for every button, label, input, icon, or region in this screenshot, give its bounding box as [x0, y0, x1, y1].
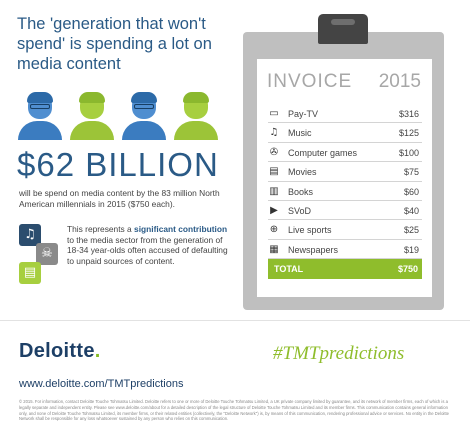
invoice-items: ▭ Pay-TV $316 ♫ Music $125 ✇ Computer games $1… [268, 104, 422, 260]
invoice-item-label: SVoD [288, 205, 312, 216]
millennials-illustration [18, 92, 218, 140]
invoice-item-value: $60 [403, 186, 419, 197]
invoice-year: 2015 [378, 71, 421, 92]
book-icon: ▥ [269, 185, 279, 197]
invoice-row: ♫ Music $125 [268, 123, 422, 143]
headline: The 'generation that won't spend' is spe… [17, 15, 212, 73]
invoice-row: ⊕ Live sports $25 [268, 220, 422, 240]
invoice-item-value: $316 [398, 109, 419, 119]
ball-icon: ⊕ [269, 224, 279, 236]
music-note-icon: ♫ [269, 127, 279, 139]
invoice-item-label: Pay-TV [288, 109, 319, 119]
invoice-item-value: $25 [403, 225, 419, 236]
tv-icon: ▭ [269, 108, 279, 119]
legal-disclaimer: © 2015. For information, contact Deloitt… [19, 399, 449, 422]
tmt-predictions-hashtag: #TMTpredictions [273, 343, 405, 364]
invoice-item-label: Computer games [288, 147, 358, 158]
invoice-row: ▶ SVoD $40 [268, 201, 422, 221]
invoice-total: TOTAL $750 [268, 259, 422, 279]
skull-icon: ☠ [36, 243, 58, 265]
big-figure: $62 BILLION [17, 146, 219, 183]
invoice-title: INVOICE [267, 71, 353, 92]
invoice-item-value: $19 [403, 244, 419, 255]
contribution-text: This represents a significant contributi… [67, 224, 228, 266]
person-icon [122, 92, 166, 140]
person-icon [70, 92, 114, 140]
film-icon: ▤ [19, 262, 41, 284]
divider [0, 320, 470, 321]
invoice-row: ▦ Newspapers $19 [268, 240, 422, 260]
newspaper-icon: ▦ [269, 243, 279, 255]
person-icon [18, 92, 62, 140]
invoice-paper [257, 59, 432, 297]
invoice-row: ▭ Pay-TV $316 [268, 104, 422, 124]
play-icon: ▶ [270, 204, 278, 216]
invoice-item-label: Movies [288, 167, 317, 178]
music-icon: ♫ [19, 224, 41, 246]
invoice-row: ▤ Movies $75 [268, 162, 422, 182]
person-icon [174, 92, 218, 140]
gamepad-icon: ✇ [269, 146, 279, 158]
deloitte-url-link[interactable]: www.deloitte.com/TMTpredictions [19, 378, 184, 390]
invoice-row: ✇ Computer games $100 [268, 143, 422, 163]
invoice-item-value: $100 [398, 147, 419, 158]
total-label: TOTAL [274, 264, 304, 274]
invoice-item-label: Music [288, 128, 312, 139]
invoice-item-value: $125 [398, 128, 419, 139]
invoice-item-label: Newspapers [288, 244, 339, 255]
invoice-item-label: Books [288, 186, 314, 197]
invoice-item-value: $40 [403, 205, 419, 216]
film-icon: ▤ [269, 166, 279, 178]
invoice-item-label: Live sports [288, 225, 332, 236]
invoice-row: ▥ Books $60 [268, 182, 422, 201]
invoice-item-value: $75 [403, 167, 419, 178]
deloitte-logo: Deloitte. [19, 340, 101, 362]
total-value: $750 [397, 264, 418, 274]
big-figure-description: will be spend on media content by the 83… [19, 188, 220, 209]
